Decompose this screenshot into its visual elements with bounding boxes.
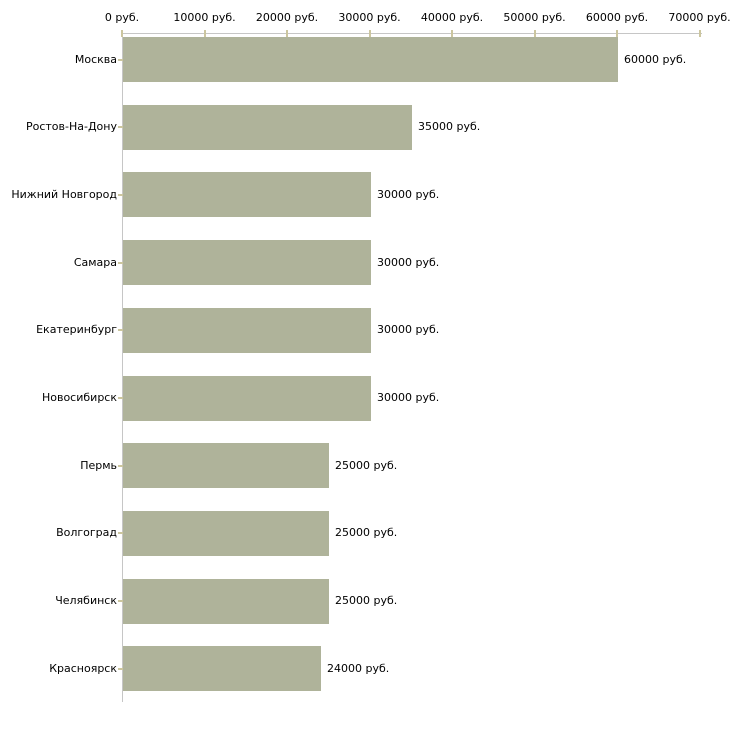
category-tick-mark: [118, 193, 123, 196]
x-tick-mark: [286, 30, 288, 37]
category-tick-mark: [118, 600, 123, 603]
x-tick-mark: [368, 30, 371, 37]
bar: [123, 646, 321, 692]
bar: [123, 307, 371, 353]
x-axis-line: [122, 33, 702, 34]
value-label: 30000 руб.: [377, 187, 440, 201]
bar: [123, 443, 329, 489]
category-tick-mark: [118, 667, 123, 670]
category-tick-mark: [118, 464, 123, 467]
category-label: Ростов-На-Дону: [25, 120, 117, 134]
category-tick-mark: [118, 532, 123, 535]
x-tick-mark: [698, 30, 701, 37]
value-label: 35000 руб.: [418, 120, 481, 134]
value-label: 30000 руб.: [377, 255, 440, 269]
bar: [123, 578, 329, 624]
x-tick-label: 70000 руб.: [668, 11, 730, 24]
value-label: 25000 руб.: [335, 594, 398, 608]
category-label: Челябинск: [55, 594, 117, 608]
category-tick-mark: [118, 126, 123, 129]
bar: [123, 37, 618, 82]
category-label: Нижний Новгород: [11, 187, 117, 201]
x-tick-mark: [203, 30, 206, 37]
bar: [123, 104, 412, 150]
category-label: Пермь: [80, 458, 117, 472]
category-label: Москва: [74, 52, 117, 66]
bar: [123, 510, 329, 556]
bar: [123, 172, 371, 218]
x-tick-label: 0 руб.: [104, 11, 140, 24]
x-tick-label: 10000 руб.: [173, 11, 236, 24]
y-axis-line: [122, 33, 123, 703]
x-tick-label: 60000 руб.: [585, 11, 649, 24]
value-label: 25000 руб.: [335, 526, 398, 540]
category-label: Новосибирск: [41, 391, 117, 404]
x-tick-label: 40000 руб.: [420, 11, 484, 24]
value-label: 30000 руб.: [377, 391, 440, 404]
category-label: Екатеринбург: [36, 323, 117, 337]
value-label: 24000 руб.: [327, 661, 390, 675]
x-tick-label: 30000 руб.: [338, 11, 401, 24]
value-label: 25000 руб.: [335, 458, 398, 472]
x-tick-mark: [533, 30, 536, 37]
category-label: Волгоград: [56, 526, 117, 540]
value-label: 60000 руб.: [624, 52, 687, 66]
bar: [123, 375, 371, 421]
bar: [123, 240, 371, 286]
x-tick-label: 20000 руб.: [255, 11, 319, 24]
category-tick-mark: [118, 397, 123, 399]
category-label: Красноярск: [49, 661, 117, 675]
x-tick-label: 50000 руб.: [503, 11, 566, 24]
value-label: 30000 руб.: [377, 323, 440, 337]
category-label: Самара: [73, 255, 117, 269]
x-tick-mark: [616, 30, 618, 37]
category-tick-mark: [118, 58, 123, 61]
category-tick-mark: [118, 261, 123, 264]
x-tick-mark: [451, 30, 453, 37]
category-tick-mark: [118, 329, 123, 332]
x-tick-mark: [121, 30, 123, 37]
